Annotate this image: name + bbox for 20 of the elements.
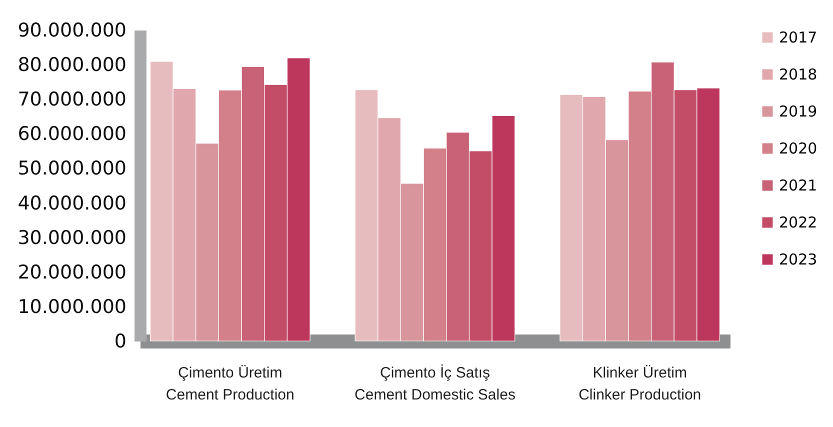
x-tick-label: Klinker Üretim Clinker Production: [578, 364, 702, 404]
legend-label: 2022: [779, 214, 818, 232]
legend-label: 2019: [779, 102, 818, 120]
y-tick-label: 80.000.000: [18, 54, 126, 76]
y-tick-label: 50.000.000: [18, 158, 126, 180]
y-tick-label: 60.000.000: [18, 123, 126, 146]
y-tick-label: 40.000.000: [18, 192, 126, 214]
y-tick-label: 10.000.000: [18, 296, 126, 318]
legend-label: 2017: [779, 28, 818, 46]
y-tick-label: 30.000.000: [18, 226, 126, 249]
legend-label: 2020: [779, 140, 818, 158]
y-tick-label: 90.000.000: [18, 20, 126, 42]
legend-label: 2018: [779, 66, 818, 84]
legend-label: 2023: [779, 250, 818, 268]
x-tick-label: Çimento Üretim Cement Production: [166, 364, 294, 404]
y-tick-label: 70.000.000: [18, 88, 126, 111]
y-tick-label: 0: [114, 330, 126, 352]
legend-label: 2021: [779, 176, 818, 194]
y-tick-label: 20.000.000: [18, 261, 126, 284]
x-tick-label: Çimento İç Satış Cement Domestic Sales: [354, 364, 516, 404]
